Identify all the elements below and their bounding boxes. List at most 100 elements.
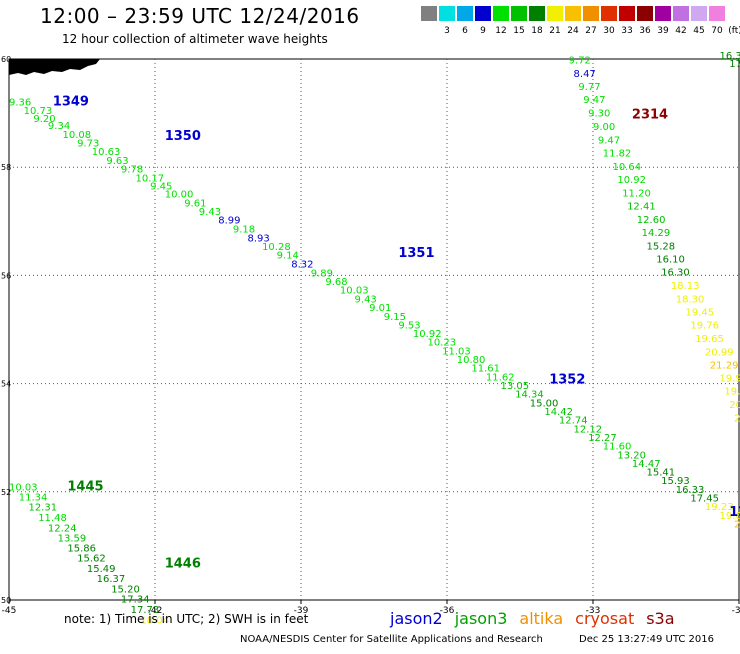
wave-height-value: 11.61 — [471, 364, 500, 375]
scale-swatch — [511, 6, 527, 21]
x-tick-label: -30 — [732, 606, 740, 616]
wave-height-value: 8.32 — [291, 259, 313, 270]
map-frame — [8, 58, 740, 601]
wave-height-value: 9.00 — [593, 122, 615, 133]
scale-unit: (ft) — [728, 26, 740, 36]
wave-height-value: 12.41 — [627, 201, 656, 212]
scale-swatch — [547, 6, 563, 21]
x-tick-label: -39 — [294, 606, 309, 616]
wave-height-value: 9.01 — [369, 303, 391, 314]
wave-height-value: 8.99 — [218, 215, 240, 226]
y-tick-label: 58 — [1, 163, 11, 172]
y-tick-label: 52 — [1, 488, 11, 497]
wave-height-value: 10.00 — [165, 189, 194, 200]
wave-height-value: 14.42 — [544, 407, 573, 418]
x-tick-label: -45 — [2, 606, 17, 616]
pass-number-label: 1351 — [398, 246, 434, 261]
wave-height-value: 12.24 — [48, 523, 77, 534]
pass-number-label: 1350 — [165, 129, 201, 144]
scale-label: 27 — [585, 26, 597, 36]
wave-height-value: 19.94 — [720, 373, 740, 384]
wave-height-value: 16.33 — [676, 485, 705, 496]
wave-height-value: 10.64 — [612, 162, 641, 173]
pass-number-label: 1353 — [729, 505, 740, 520]
wave-height-value: 8.93 — [247, 233, 269, 244]
wave-height-value: 12.60 — [637, 215, 666, 226]
scale-label: 33 — [621, 26, 633, 36]
wave-height-value: 12.12 — [574, 424, 603, 435]
wave-height-value: 15.93 — [661, 476, 690, 487]
wave-height-value: 10.03 — [9, 483, 38, 494]
wave-height-value: 20.99 — [705, 347, 734, 358]
wave-height-value: 9.78 — [121, 165, 143, 176]
wave-height-value: 16.30 — [661, 267, 690, 278]
wave-height-value: 9.77 — [578, 82, 600, 93]
pass-number-label: 1352 — [549, 373, 585, 388]
wave-height-value: 9.72 — [569, 55, 591, 66]
scale-label: 70 — [711, 26, 723, 36]
wave-height-value: 15.86 — [67, 543, 96, 554]
wave-height-value: 11.60 — [603, 442, 632, 453]
wave-height-value: 9.43 — [355, 294, 377, 305]
wave-height-value: 20 — [734, 413, 740, 424]
scale-swatch — [439, 6, 455, 21]
scale-swatch — [493, 6, 509, 21]
wave-height-value: 17.34 — [121, 595, 150, 606]
scale-label: 12 — [495, 26, 507, 36]
scale-swatch — [709, 6, 725, 21]
wave-height-value: 11.62 — [486, 372, 515, 383]
wave-height-value: 14.29 — [642, 228, 671, 239]
scale-swatch — [655, 6, 671, 21]
y-tick-label: 54 — [1, 380, 11, 389]
wave-height-value: 18.30 — [676, 294, 705, 305]
wave-height-value: 12.27 — [588, 433, 617, 444]
scale-label: 15 — [513, 26, 525, 36]
scale-label: 3 — [444, 26, 450, 36]
y-tick-label: 50 — [1, 596, 11, 605]
wave-height-value: 9.47 — [598, 135, 620, 146]
wave-height-value: 19.23 — [705, 502, 734, 513]
scale-label: 9 — [480, 26, 486, 36]
wave-height-value: 10.63 — [92, 147, 121, 158]
wave-height-value: 15.49 — [87, 564, 116, 575]
wave-height-value: 9.68 — [325, 277, 347, 288]
generation-timestamp: Dec 25 13:27:49 UTC 2016 — [579, 634, 714, 645]
x-tick-label: -36 — [440, 606, 455, 616]
wave-height-value: 17.45 — [690, 494, 719, 505]
y-tick-label: 56 — [1, 271, 11, 280]
wave-height-value: 19.65 — [695, 334, 724, 345]
wave-height-value: 11.20 — [622, 188, 651, 199]
scale-swatch — [565, 6, 581, 21]
wave-height-value: 11.34 — [19, 492, 48, 503]
wave-height-value: 9.73 — [77, 139, 99, 150]
scale-label: 21 — [549, 26, 561, 36]
wave-height-value: 12.31 — [28, 503, 57, 514]
y-tick-label: 60 — [1, 55, 11, 64]
wave-height-value: 18.13 — [671, 281, 700, 292]
legend-entry-jason3: jason3 — [454, 609, 508, 628]
legend-entry-jason2: jason2 — [390, 609, 443, 628]
pass-number-label: 2314 — [632, 108, 668, 123]
wave-height-value: 16.37 — [97, 574, 126, 585]
wave-height-value: 21.29 — [710, 360, 739, 371]
wave-height-value: 17.36 — [729, 59, 740, 70]
scale-swatch — [421, 6, 437, 21]
wave-height-value: 13.05 — [501, 381, 530, 392]
scale-swatch — [529, 6, 545, 21]
x-tick-label: -42 — [148, 606, 163, 616]
land-coastline — [9, 59, 100, 75]
wave-height-value: 10.92 — [617, 175, 646, 186]
pass-number-label: 1445 — [67, 480, 103, 495]
wave-height-value: 10.92 — [413, 329, 442, 340]
wave-height-value: 9.20 — [33, 114, 55, 125]
x-tick-label: -33 — [586, 606, 601, 616]
wave-height-value: 9.45 — [150, 181, 172, 192]
scale-swatch — [691, 6, 707, 21]
footer-note: note: 1) Time is in UTC; 2) SWH is in fe… — [64, 612, 309, 626]
wave-height-value: 15.00 — [530, 398, 559, 409]
wave-height-value: 18.04 — [140, 615, 169, 626]
wave-height-value: 9.63 — [106, 156, 128, 167]
wave-height-value: 11.03 — [442, 346, 471, 357]
wave-height-value: 19.45 — [685, 307, 714, 318]
